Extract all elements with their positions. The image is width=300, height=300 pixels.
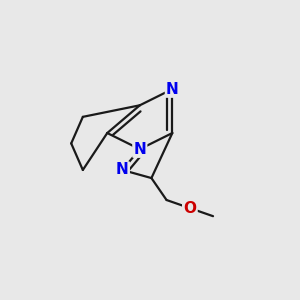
Text: N: N [166, 82, 179, 97]
Text: N: N [134, 142, 146, 157]
Text: N: N [116, 163, 129, 178]
Text: O: O [183, 201, 196, 216]
Text: O: O [183, 201, 196, 216]
